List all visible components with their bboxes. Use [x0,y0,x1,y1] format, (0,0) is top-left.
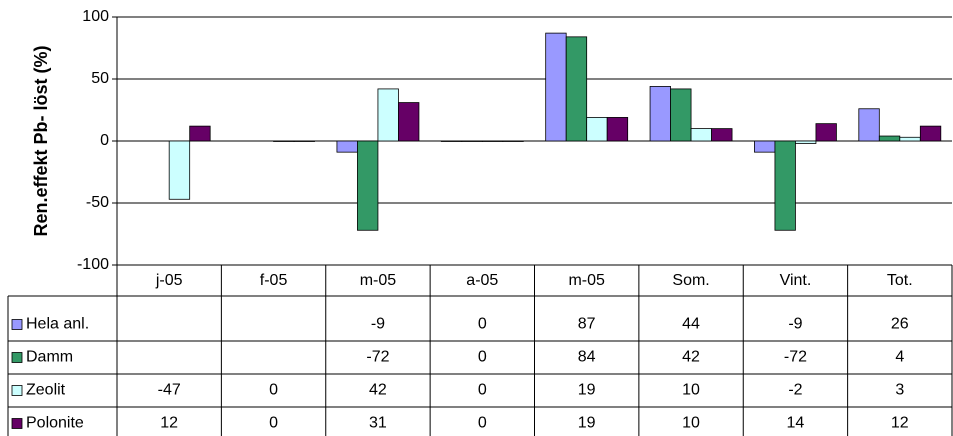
bar [711,128,733,142]
table-value: 4 [895,349,904,366]
table-value: 12 [160,415,178,432]
bar [795,140,817,144]
bar [586,117,608,142]
table-value: -47 [158,382,181,399]
bar [336,140,358,153]
legend-label: Zeolit [26,382,66,399]
table-value: 19 [578,382,596,399]
legend-key [11,418,23,429]
bar [754,140,776,153]
table-value: 42 [369,382,387,399]
table-value: -9 [788,316,802,333]
bar [545,32,567,142]
legend-label: Damm [26,349,73,366]
bar [815,123,837,142]
table-value: 26 [891,316,909,333]
x-tick-label: m-05 [568,272,605,289]
y-tick-label: -50 [86,194,109,211]
bar [649,86,671,142]
table-value: 10 [682,382,700,399]
bar [440,140,463,142]
x-tick-label: Vint. [780,272,812,289]
bar [377,88,399,142]
table-value: -2 [788,382,802,399]
table-value: -72 [784,349,807,366]
y-tick-label: 100 [82,8,109,25]
table-value: 0 [269,382,278,399]
y-tick-label: 50 [91,70,109,87]
table-value: 0 [478,415,487,432]
table-value: 87 [578,316,596,333]
bar [565,36,588,142]
bar [774,140,796,231]
bar [189,125,211,142]
bar [273,140,295,142]
table-value: -9 [371,316,385,333]
bar [481,140,504,142]
legend-key [11,385,23,396]
table-value: 0 [269,415,278,432]
y-tick-label: -100 [77,256,109,273]
table-value: 0 [478,382,487,399]
x-tick-label: Som. [672,272,709,289]
table-value: 14 [787,415,805,432]
bar [293,140,315,142]
table-value: 10 [682,415,700,432]
bar [690,128,712,142]
x-tick-label: f-05 [260,272,288,289]
table-value: 84 [578,349,596,366]
legend-label: Hela anl. [26,316,89,333]
bar [357,140,379,231]
bar [858,108,880,142]
table-value: -72 [366,349,389,366]
table-value: 19 [578,415,596,432]
bar [670,88,692,142]
table-value: 42 [682,349,700,366]
table-value: 0 [478,349,487,366]
x-tick-label: Tot. [887,272,913,289]
table-value: 31 [369,415,387,432]
bar [502,140,524,142]
bar [899,136,921,142]
bar [606,117,629,142]
table-value: 0 [478,316,487,333]
x-tick-label: m-05 [360,272,397,289]
table-value: 3 [895,382,904,399]
bar [168,140,191,200]
x-tick-label: a-05 [466,272,498,289]
legend-key [11,352,23,363]
x-tick-label: j-05 [155,272,183,289]
bar [461,140,483,142]
legend-label: Polonite [26,415,84,432]
y-tick-label: 0 [100,132,109,149]
legend-key [11,319,23,330]
bar [398,102,420,142]
bar [878,135,901,142]
table-value: 12 [891,415,909,432]
table-value: 44 [682,316,700,333]
bar [919,125,942,142]
y-axis-label: Ren.effekt Pb- löst (%) [31,45,51,236]
